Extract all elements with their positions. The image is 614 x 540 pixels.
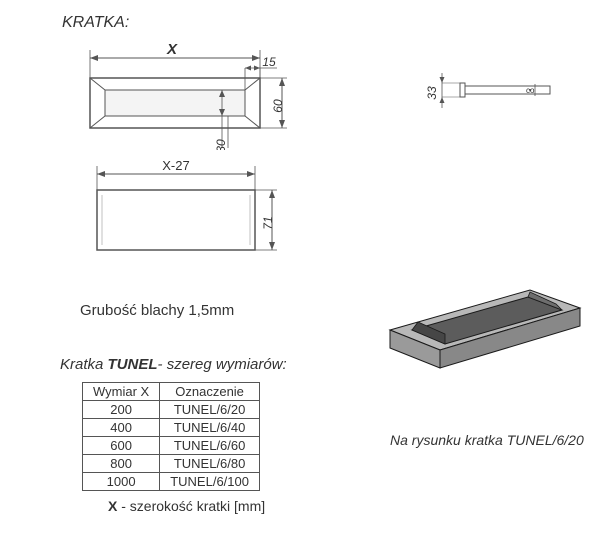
- iso-render: [370, 250, 590, 390]
- dim-x27: X-27: [162, 158, 189, 173]
- col-oznaczenie: Oznaczenie: [160, 383, 260, 401]
- footnote-rest: - szerokość kratki [mm]: [117, 498, 265, 514]
- series-bold: TUNEL: [108, 356, 158, 373]
- dim-x-label: X: [166, 41, 178, 58]
- series-heading: Kratka TUNEL- szereg wymiarów:: [60, 356, 287, 373]
- front-view-drawing: X-27 71: [72, 158, 297, 268]
- iso-caption: Na rysunku kratka TUNEL/6/20: [390, 432, 584, 448]
- side-tick-label: co: [526, 86, 535, 95]
- dim-60: 60: [271, 99, 285, 113]
- side-view-drawing: co 33: [420, 68, 570, 128]
- top-view-drawing: X 15 60 30: [72, 40, 297, 150]
- footnote: X - szerokość kratki [mm]: [108, 498, 265, 514]
- dim-33: 33: [425, 86, 439, 100]
- table-row: 400TUNEL/6/40: [83, 419, 260, 437]
- table-row: 600TUNEL/6/60: [83, 437, 260, 455]
- series-suffix: - szereg wymiarów:: [158, 356, 287, 373]
- thickness-note: Grubość blachy 1,5mm: [80, 302, 234, 319]
- dimensions-table: Wymiar X Oznaczenie 200TUNEL/6/20 400TUN…: [82, 382, 260, 491]
- dim-30: 30: [214, 139, 228, 150]
- footnote-x: X: [108, 498, 117, 514]
- series-prefix: Kratka: [60, 356, 108, 373]
- col-wymiar: Wymiar X: [83, 383, 160, 401]
- table-row: 800TUNEL/6/80: [83, 455, 260, 473]
- dim-71: 71: [261, 216, 275, 229]
- table-row: 1000TUNEL/6/100: [83, 473, 260, 491]
- table-row: 200TUNEL/6/20: [83, 401, 260, 419]
- dim-15: 15: [262, 55, 276, 69]
- table-header-row: Wymiar X Oznaczenie: [83, 383, 260, 401]
- title-kratka: KRATKA:: [62, 14, 129, 32]
